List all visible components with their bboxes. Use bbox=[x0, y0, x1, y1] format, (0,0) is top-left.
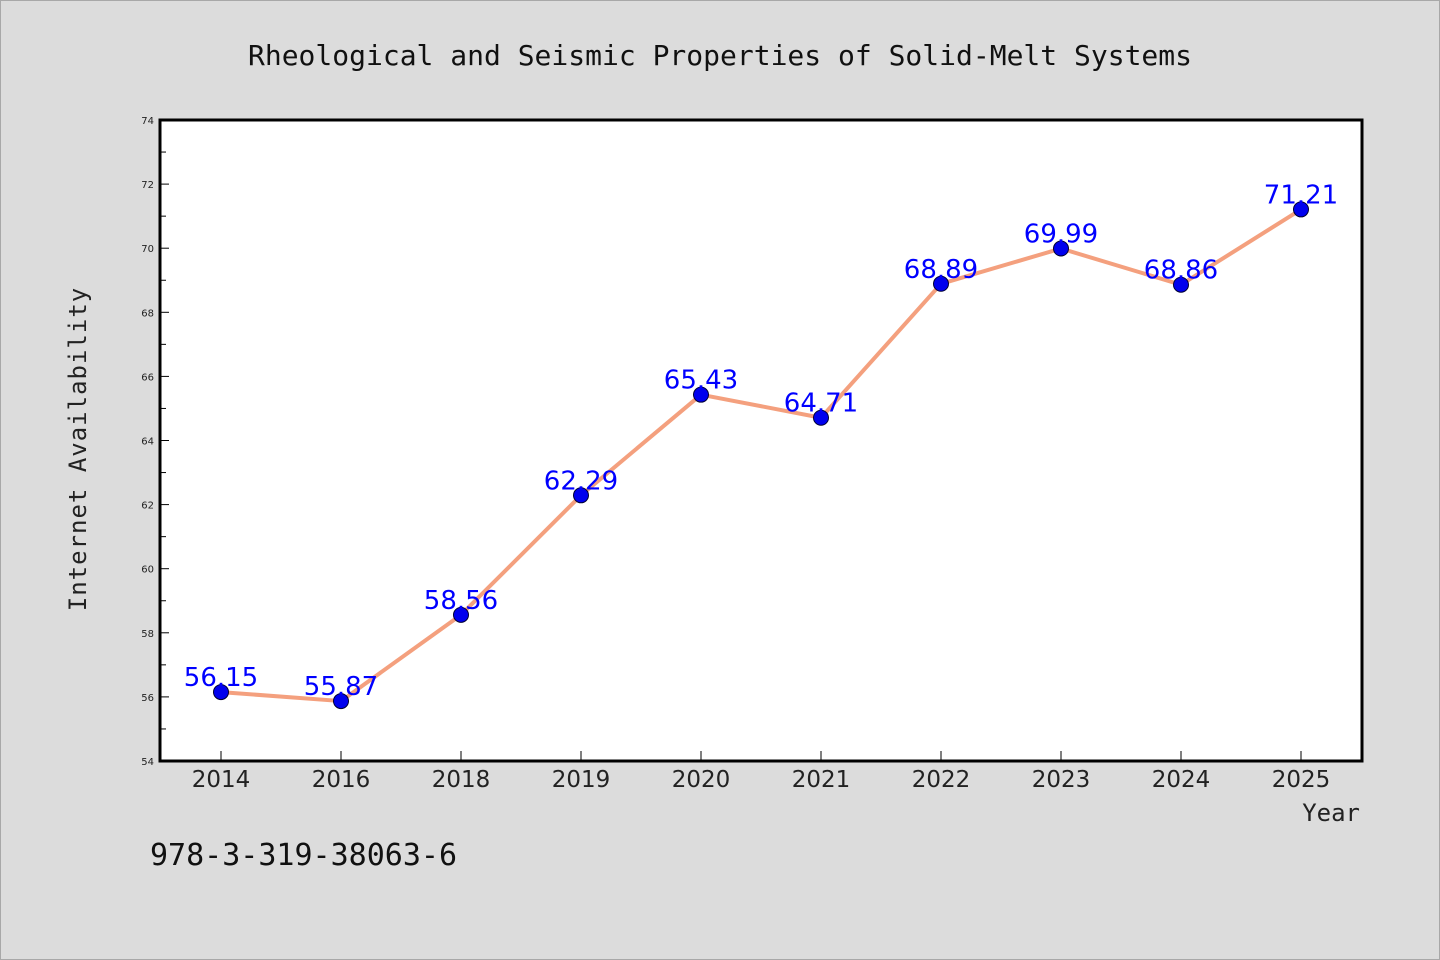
data-label: 68.86 bbox=[1144, 256, 1218, 286]
data-point bbox=[933, 275, 949, 292]
series-line bbox=[220, 207, 1303, 704]
x-tick-label: 2014 bbox=[192, 767, 251, 793]
y-axis-label: Internet Availability bbox=[64, 287, 92, 611]
data-label: 69.99 bbox=[1024, 220, 1098, 250]
data-point bbox=[1053, 240, 1069, 257]
data-point bbox=[453, 606, 469, 623]
x-tick-label: 2023 bbox=[1032, 767, 1091, 793]
data-label: 58.56 bbox=[424, 586, 498, 616]
plot-area bbox=[158, 118, 1364, 763]
x-tick-label: 2016 bbox=[312, 767, 371, 793]
y-tick-label: 56 bbox=[141, 693, 154, 704]
data-point bbox=[813, 409, 829, 426]
data-point bbox=[693, 386, 709, 403]
x-tick-label: 2019 bbox=[552, 767, 611, 793]
y-tick-label: 54 bbox=[141, 757, 154, 768]
data-label: 56.15 bbox=[184, 663, 258, 693]
data-point bbox=[1173, 276, 1189, 293]
chart-title: Rheological and Seismic Properties of So… bbox=[248, 39, 1192, 72]
data-series bbox=[213, 201, 1309, 710]
y-tick-label: 60 bbox=[141, 565, 154, 576]
y-tick-label: 64 bbox=[141, 437, 154, 448]
x-axis-label: Year bbox=[1302, 799, 1360, 827]
x-tick-label: 2021 bbox=[792, 767, 851, 793]
data-point bbox=[333, 693, 349, 710]
data-label: 62.29 bbox=[544, 466, 618, 496]
y-tick-label: 62 bbox=[141, 501, 154, 512]
x-tick-label: 2024 bbox=[1152, 767, 1211, 793]
y-tick-label: 72 bbox=[141, 180, 154, 191]
data-label: 64.71 bbox=[784, 389, 858, 419]
y-axis: 54 56 58 60 62 64 66 68 70 72 74 bbox=[141, 116, 169, 768]
footnote-isbn: 978-3-319-38063-6 bbox=[150, 838, 457, 873]
y-tick-label: 70 bbox=[141, 244, 154, 255]
data-labels: 56.15 55.87 58.56 62.29 65.43 64.71 68.89 69.99… bbox=[184, 180, 1338, 702]
x-tick-label: 2022 bbox=[912, 767, 971, 793]
x-tick-label: 2020 bbox=[672, 767, 731, 793]
data-point bbox=[1293, 201, 1309, 218]
y-tick-label: 68 bbox=[141, 308, 154, 319]
y-tick-label: 58 bbox=[141, 629, 154, 640]
x-tick-label: 2025 bbox=[1272, 767, 1331, 793]
data-point bbox=[213, 684, 229, 701]
data-label: 65.43 bbox=[664, 366, 738, 396]
x-axis: 2014 2016 2018 2019 2020 2021 2022 2023 2024 2025 bbox=[192, 751, 1331, 793]
data-label: 68.89 bbox=[904, 255, 978, 285]
y-tick-label: 66 bbox=[141, 372, 154, 383]
y-tick-label: 74 bbox=[141, 116, 154, 127]
data-point bbox=[573, 487, 589, 504]
data-label: 71.21 bbox=[1264, 180, 1338, 210]
data-label: 55.87 bbox=[304, 672, 378, 702]
x-tick-label: 2018 bbox=[432, 767, 491, 793]
